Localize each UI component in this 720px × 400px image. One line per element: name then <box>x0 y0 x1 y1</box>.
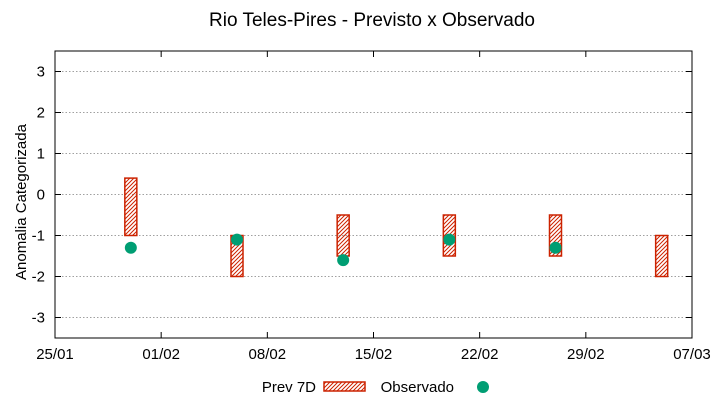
y-axis-title: Anomalia Categorizada <box>13 123 30 280</box>
x-tick-label: 29/02 <box>567 346 605 363</box>
y-tick-label: 1 <box>37 146 45 163</box>
forecast-range-bar <box>654 234 669 278</box>
y-tick-label: 2 <box>37 105 45 122</box>
legend-marker-observed <box>477 381 489 393</box>
observed-series <box>124 233 562 267</box>
forecast-series <box>124 177 669 278</box>
observed-point <box>549 241 562 254</box>
x-tick-label: 08/02 <box>249 346 287 363</box>
observed-point <box>443 233 456 246</box>
observed-point <box>231 233 243 246</box>
y-tick-label: -2 <box>32 269 45 286</box>
x-tick-label: 01/02 <box>142 346 180 363</box>
forecast-range-bar <box>336 214 350 257</box>
plot-frame <box>54 50 693 339</box>
x-tick-label: 15/02 <box>355 346 393 363</box>
chart-title: Rio Teles-Pires - Previsto x Observado <box>209 10 535 31</box>
x-tick-label: 25/01 <box>36 346 74 363</box>
y-tick-label: -3 <box>32 310 45 327</box>
legend-label-observed: Observado <box>381 379 454 396</box>
grid-lines <box>55 71 692 318</box>
x-tick-label: 22/02 <box>461 346 499 363</box>
observed-point <box>124 241 137 254</box>
y-tick-label: -1 <box>32 228 45 245</box>
y-axis-ticks: 3 2 1 0 -1 -2 -3 <box>32 64 692 327</box>
observed-point <box>337 254 350 267</box>
legend-swatch-forecast <box>323 381 366 392</box>
y-tick-label: 3 <box>37 64 45 81</box>
x-tick-label: 07/03 <box>673 346 711 363</box>
legend-label-forecast: Prev 7D <box>262 379 316 396</box>
x-axis-ticks: 25/01 01/02 08/02 15/02 22/02 29/02 07/03 <box>36 51 711 363</box>
y-tick-label: 0 <box>37 187 45 204</box>
legend: Prev 7D Observado <box>262 379 489 396</box>
forecast-range-bar <box>124 177 138 237</box>
